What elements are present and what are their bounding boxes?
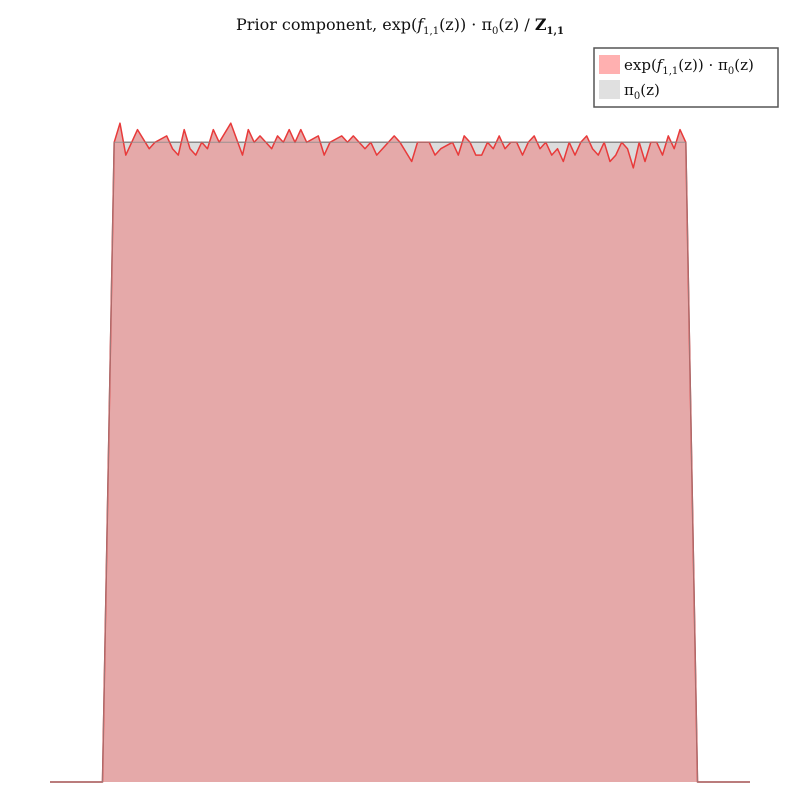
legend-swatch-component [599, 55, 620, 74]
title-Z: Z [535, 15, 547, 34]
title-f-sub: 1,1 [423, 26, 439, 37]
series-prior-outline [50, 141, 750, 783]
title-middle: (z)) · π [439, 15, 492, 34]
legend-part: f [656, 56, 665, 74]
title-prefix: Prior component, exp( [236, 15, 417, 34]
legend-part: (z) [734, 56, 754, 74]
legend-part: (z)) · π [678, 56, 728, 74]
legend-part: 0 [634, 91, 640, 102]
legend-part: (z) [640, 81, 660, 99]
title-f: f [416, 15, 426, 34]
legend-part: 1,1 [662, 66, 678, 77]
legend-part: π [624, 81, 634, 99]
series-component-area [50, 123, 750, 782]
legend-part: 0 [728, 66, 734, 77]
legend-frame [593, 47, 779, 108]
chart-title: Prior component, exp(f1,1(z)) · π0(z) / … [236, 15, 564, 37]
legend-label-component: exp(f1,1(z)) · π0(z) [624, 56, 754, 77]
title-Z-sub: 1,1 [547, 26, 564, 37]
plot-area [50, 122, 750, 783]
legend-swatch-prior [599, 80, 620, 99]
legend: exp(f1,1(z)) · π0(z) π0(z) [593, 47, 779, 108]
title-suffix: (z) / [498, 15, 534, 34]
legend-label-prior: π0(z) [624, 81, 660, 102]
legend-part: exp( [624, 56, 657, 74]
title-pi-sub: 0 [492, 26, 498, 37]
